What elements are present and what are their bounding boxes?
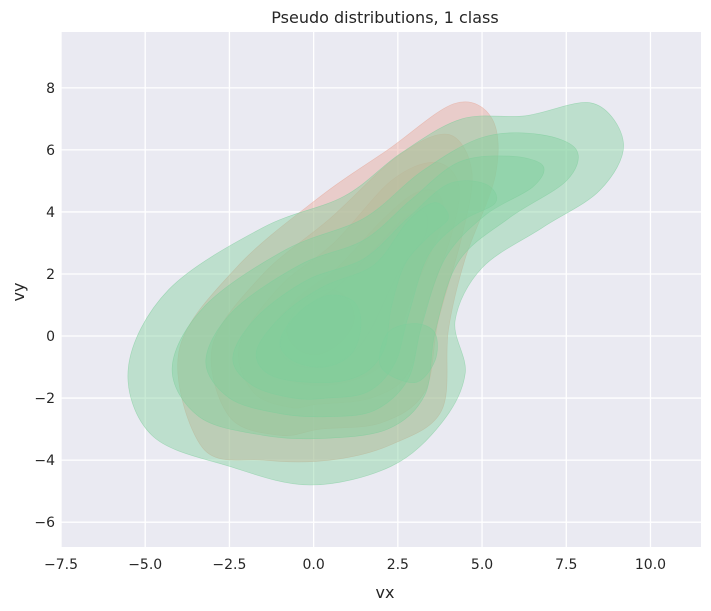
y-tick-labels: −6 −4 −2 0 2 4 6 8 xyxy=(34,81,55,531)
grid xyxy=(60,32,701,547)
y-tick-label: −4 xyxy=(34,453,55,469)
y-tick-label: 6 xyxy=(46,143,55,159)
kde-contour-level xyxy=(261,189,444,387)
x-tick-label: −2.5 xyxy=(212,557,246,573)
y-tick-label: 8 xyxy=(46,81,55,97)
x-tick-labels: −7.5 −5.0 −2.5 0.0 2.5 5.0 7.5 10.0 xyxy=(44,557,666,573)
chart-title: Pseudo distributions, 1 class xyxy=(271,8,498,27)
x-tick-label: 0.0 xyxy=(302,557,324,573)
kde-contour-level xyxy=(279,294,362,368)
y-tick-label: 0 xyxy=(46,329,55,345)
y-tick-label: 2 xyxy=(46,267,55,283)
y-tick-label: −2 xyxy=(34,391,55,407)
x-axis-label: vx xyxy=(376,583,395,602)
x-tick-label: −7.5 xyxy=(44,557,78,573)
kde-contour-level xyxy=(379,323,438,383)
x-tick-label: 2.5 xyxy=(387,557,409,573)
kde-contour-level xyxy=(255,202,449,383)
kde-contour-level xyxy=(210,133,473,437)
kde-series-1 xyxy=(177,101,499,463)
x-tick-label: 10.0 xyxy=(635,557,666,573)
kde-contour-level xyxy=(286,289,355,356)
series-layer xyxy=(127,101,624,486)
kde-contour-level xyxy=(238,161,460,409)
x-tick-label: −5.0 xyxy=(128,557,162,573)
kde-contour-level xyxy=(232,180,498,400)
kde-series-2 xyxy=(127,102,624,486)
y-tick-label: 4 xyxy=(46,205,55,221)
plot-area xyxy=(61,32,701,547)
kde-contour-level xyxy=(205,155,545,418)
kde-contour-level xyxy=(127,102,624,486)
x-tick-label: 7.5 xyxy=(555,557,577,573)
y-axis-label: vy xyxy=(9,283,28,302)
y-tick-label: −6 xyxy=(34,515,55,531)
kde-contour-level xyxy=(171,132,579,440)
x-tick-label: 5.0 xyxy=(471,557,493,573)
